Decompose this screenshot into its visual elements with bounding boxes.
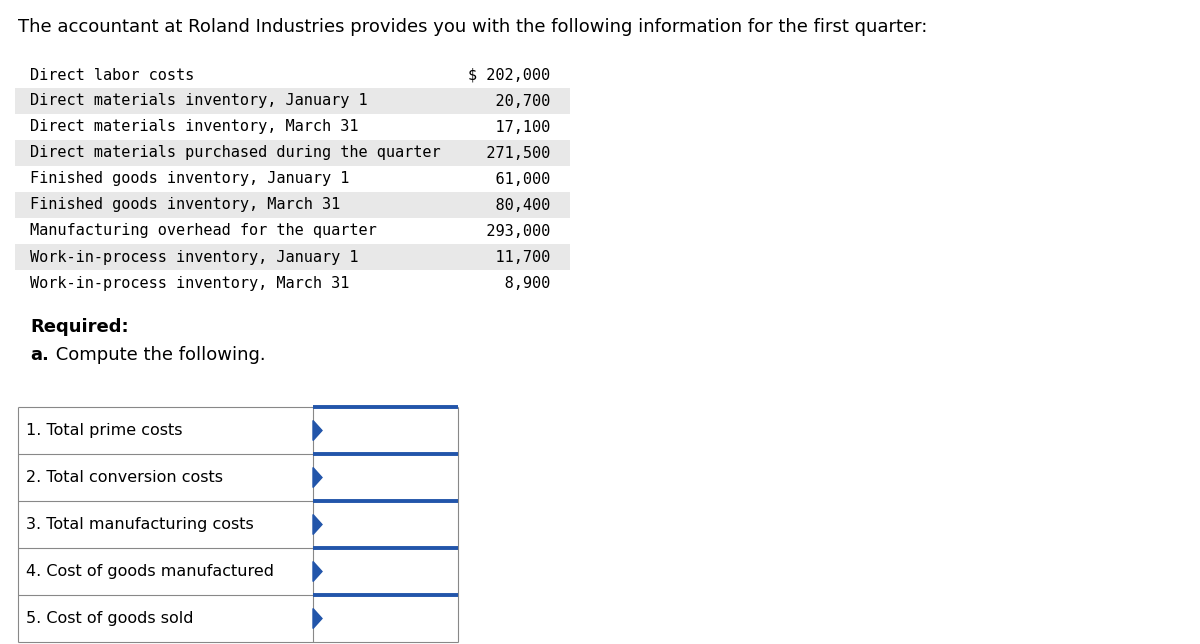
- Text: 2. Total conversion costs: 2. Total conversion costs: [26, 470, 223, 485]
- Text: 80,400: 80,400: [458, 198, 550, 213]
- Text: Direct materials inventory, March 31: Direct materials inventory, March 31: [30, 120, 359, 135]
- Polygon shape: [313, 421, 322, 440]
- Bar: [14, 244, 570, 270]
- Polygon shape: [313, 468, 322, 488]
- Text: 293,000: 293,000: [458, 223, 550, 238]
- Text: 3. Total manufacturing costs: 3. Total manufacturing costs: [26, 517, 253, 532]
- Text: $ 202,000: $ 202,000: [468, 68, 550, 82]
- Bar: [14, 88, 570, 114]
- Text: 4. Cost of goods manufactured: 4. Cost of goods manufactured: [26, 564, 274, 579]
- Text: Direct materials inventory, January 1: Direct materials inventory, January 1: [30, 93, 367, 108]
- Text: Finished goods inventory, January 1: Finished goods inventory, January 1: [30, 171, 349, 187]
- Text: 11,700: 11,700: [458, 249, 550, 265]
- Text: Work-in-process inventory, January 1: Work-in-process inventory, January 1: [30, 249, 359, 265]
- Text: 271,500: 271,500: [458, 146, 550, 160]
- Text: Direct materials purchased during the quarter: Direct materials purchased during the qu…: [30, 146, 440, 160]
- Text: The accountant at Roland Industries provides you with the following information : The accountant at Roland Industries prov…: [18, 18, 928, 36]
- Polygon shape: [313, 609, 322, 629]
- Text: Work-in-process inventory, March 31: Work-in-process inventory, March 31: [30, 276, 349, 290]
- Polygon shape: [313, 562, 322, 582]
- Text: Manufacturing overhead for the quarter: Manufacturing overhead for the quarter: [30, 223, 377, 238]
- Text: 8,900: 8,900: [458, 276, 550, 290]
- Bar: [14, 192, 570, 218]
- Text: 17,100: 17,100: [458, 120, 550, 135]
- Text: Direct labor costs: Direct labor costs: [30, 68, 194, 82]
- Bar: [14, 140, 570, 166]
- Text: 1. Total prime costs: 1. Total prime costs: [26, 423, 182, 438]
- Text: Compute the following.: Compute the following.: [50, 346, 265, 364]
- Text: 5. Cost of goods sold: 5. Cost of goods sold: [26, 611, 193, 626]
- Text: 61,000: 61,000: [458, 171, 550, 187]
- Text: 20,700: 20,700: [458, 93, 550, 108]
- Text: a.: a.: [30, 346, 49, 364]
- Polygon shape: [313, 515, 322, 535]
- Text: Required:: Required:: [30, 318, 128, 336]
- Text: Finished goods inventory, March 31: Finished goods inventory, March 31: [30, 198, 341, 213]
